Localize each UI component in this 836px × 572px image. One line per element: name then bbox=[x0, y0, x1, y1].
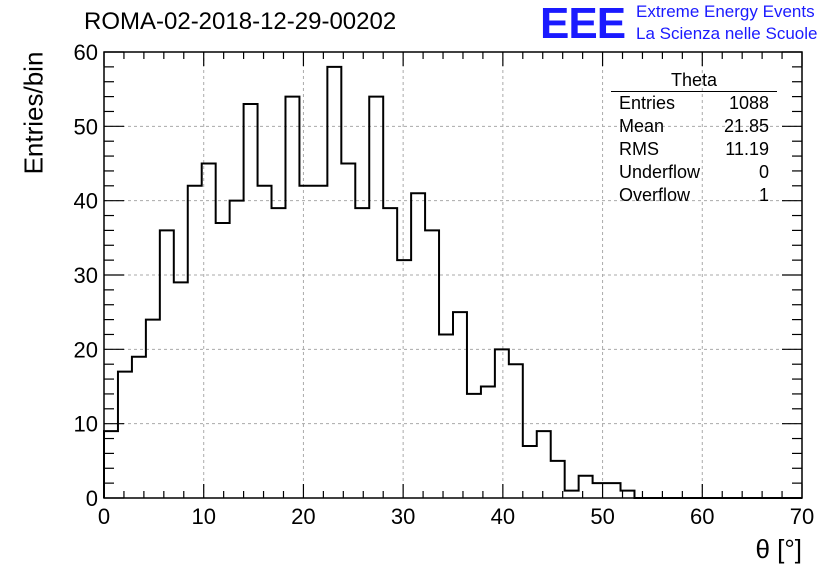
y-axis-label: Entries/bin bbox=[18, 51, 49, 175]
histogram-bin bbox=[104, 431, 118, 498]
x-tick-label: 20 bbox=[291, 504, 315, 529]
x-tick-label: 60 bbox=[690, 504, 714, 529]
stats-label: Mean bbox=[619, 116, 665, 136]
stats-value: 1088 bbox=[728, 93, 769, 113]
histogram-bin bbox=[327, 67, 341, 498]
stats-row-underflow: Underflow 0 bbox=[611, 161, 777, 184]
x-tick-label: 50 bbox=[590, 504, 614, 529]
histogram-bin bbox=[509, 364, 523, 498]
histogram-bin bbox=[467, 394, 481, 498]
histogram-bin bbox=[299, 186, 313, 498]
histogram-bin bbox=[383, 208, 397, 498]
stats-value: 0 bbox=[758, 162, 769, 182]
stats-label: Overflow bbox=[619, 185, 691, 205]
stats-box: Theta Entries 1088 Mean 21.85 RMS 11.19 … bbox=[611, 70, 777, 207]
histogram-bin bbox=[174, 282, 188, 498]
x-tick-label: 30 bbox=[391, 504, 415, 529]
stats-label: Underflow bbox=[619, 162, 701, 182]
y-tick-label: 30 bbox=[74, 263, 98, 288]
x-tick-label: 0 bbox=[98, 504, 110, 529]
x-tick-label: 70 bbox=[790, 504, 814, 529]
stats-row-entries: Entries 1088 bbox=[611, 92, 777, 115]
histogram-bin bbox=[621, 491, 635, 498]
stats-value: 21.85 bbox=[723, 116, 769, 136]
stats-label: RMS bbox=[619, 139, 659, 159]
histogram-bin bbox=[285, 97, 299, 498]
eee-logo: EEE bbox=[540, 0, 626, 48]
stats-value: 11.19 bbox=[725, 139, 769, 159]
histogram-line bbox=[103, 65, 802, 499]
histogram-bin bbox=[439, 334, 453, 498]
histogram-bin bbox=[132, 357, 146, 498]
histogram-bin bbox=[495, 349, 509, 498]
histogram-bin bbox=[523, 446, 537, 498]
histogram-bin bbox=[593, 483, 607, 498]
histogram-bin bbox=[244, 104, 258, 498]
stats-label: Entries bbox=[619, 93, 676, 113]
x-tick-label: 10 bbox=[191, 504, 215, 529]
histogram-bin bbox=[146, 320, 160, 498]
histogram-bin bbox=[272, 208, 286, 498]
histogram-bin bbox=[551, 461, 565, 498]
y-tick-label: 0 bbox=[86, 486, 98, 511]
histogram-bin bbox=[216, 223, 230, 498]
histogram-bin bbox=[607, 483, 621, 498]
histogram-bin bbox=[537, 431, 551, 498]
stats-row-mean: Mean 21.85 bbox=[611, 115, 777, 138]
logo-text-line2: La Scienza nelle Scuole bbox=[636, 24, 818, 43]
histogram-bin bbox=[230, 201, 244, 498]
y-tick-label: 10 bbox=[74, 412, 98, 437]
histogram-bin bbox=[160, 230, 174, 498]
histogram-bin bbox=[313, 186, 327, 498]
stats-row-rms: RMS 11.19 bbox=[611, 138, 777, 161]
histogram-bin bbox=[118, 372, 132, 498]
histogram-bin bbox=[258, 186, 272, 498]
y-tick-label: 40 bbox=[74, 189, 98, 214]
histogram-bin bbox=[425, 230, 439, 498]
histogram-bin bbox=[202, 164, 216, 499]
histogram-bin bbox=[481, 387, 495, 499]
stats-title: Theta bbox=[611, 70, 777, 92]
histogram-bin bbox=[369, 97, 383, 498]
y-tick-label: 50 bbox=[74, 114, 98, 139]
histogram-bin bbox=[411, 193, 425, 498]
histogram-series bbox=[103, 65, 802, 499]
histogram-bin bbox=[355, 208, 369, 498]
grid-lines bbox=[104, 52, 802, 498]
histogram-bin bbox=[188, 186, 202, 498]
histogram-bin bbox=[453, 312, 467, 498]
stats-value: 1 bbox=[758, 185, 769, 205]
stats-row-overflow: Overflow 1 bbox=[611, 184, 777, 207]
axis-ticks bbox=[103, 51, 803, 499]
x-tick-label: 40 bbox=[491, 504, 515, 529]
histogram-bin bbox=[579, 476, 593, 498]
y-tick-label: 20 bbox=[74, 337, 98, 362]
histogram-bin bbox=[397, 260, 411, 498]
logo-text-line1: Extreme Energy Events bbox=[636, 2, 815, 21]
histogram-bin bbox=[565, 491, 579, 498]
x-axis-label: θ [°] bbox=[755, 534, 802, 564]
y-tick-label: 60 bbox=[74, 40, 98, 65]
chart-title: ROMA-02-2018-12-29-00202 bbox=[84, 8, 397, 35]
histogram-bin bbox=[341, 164, 355, 499]
